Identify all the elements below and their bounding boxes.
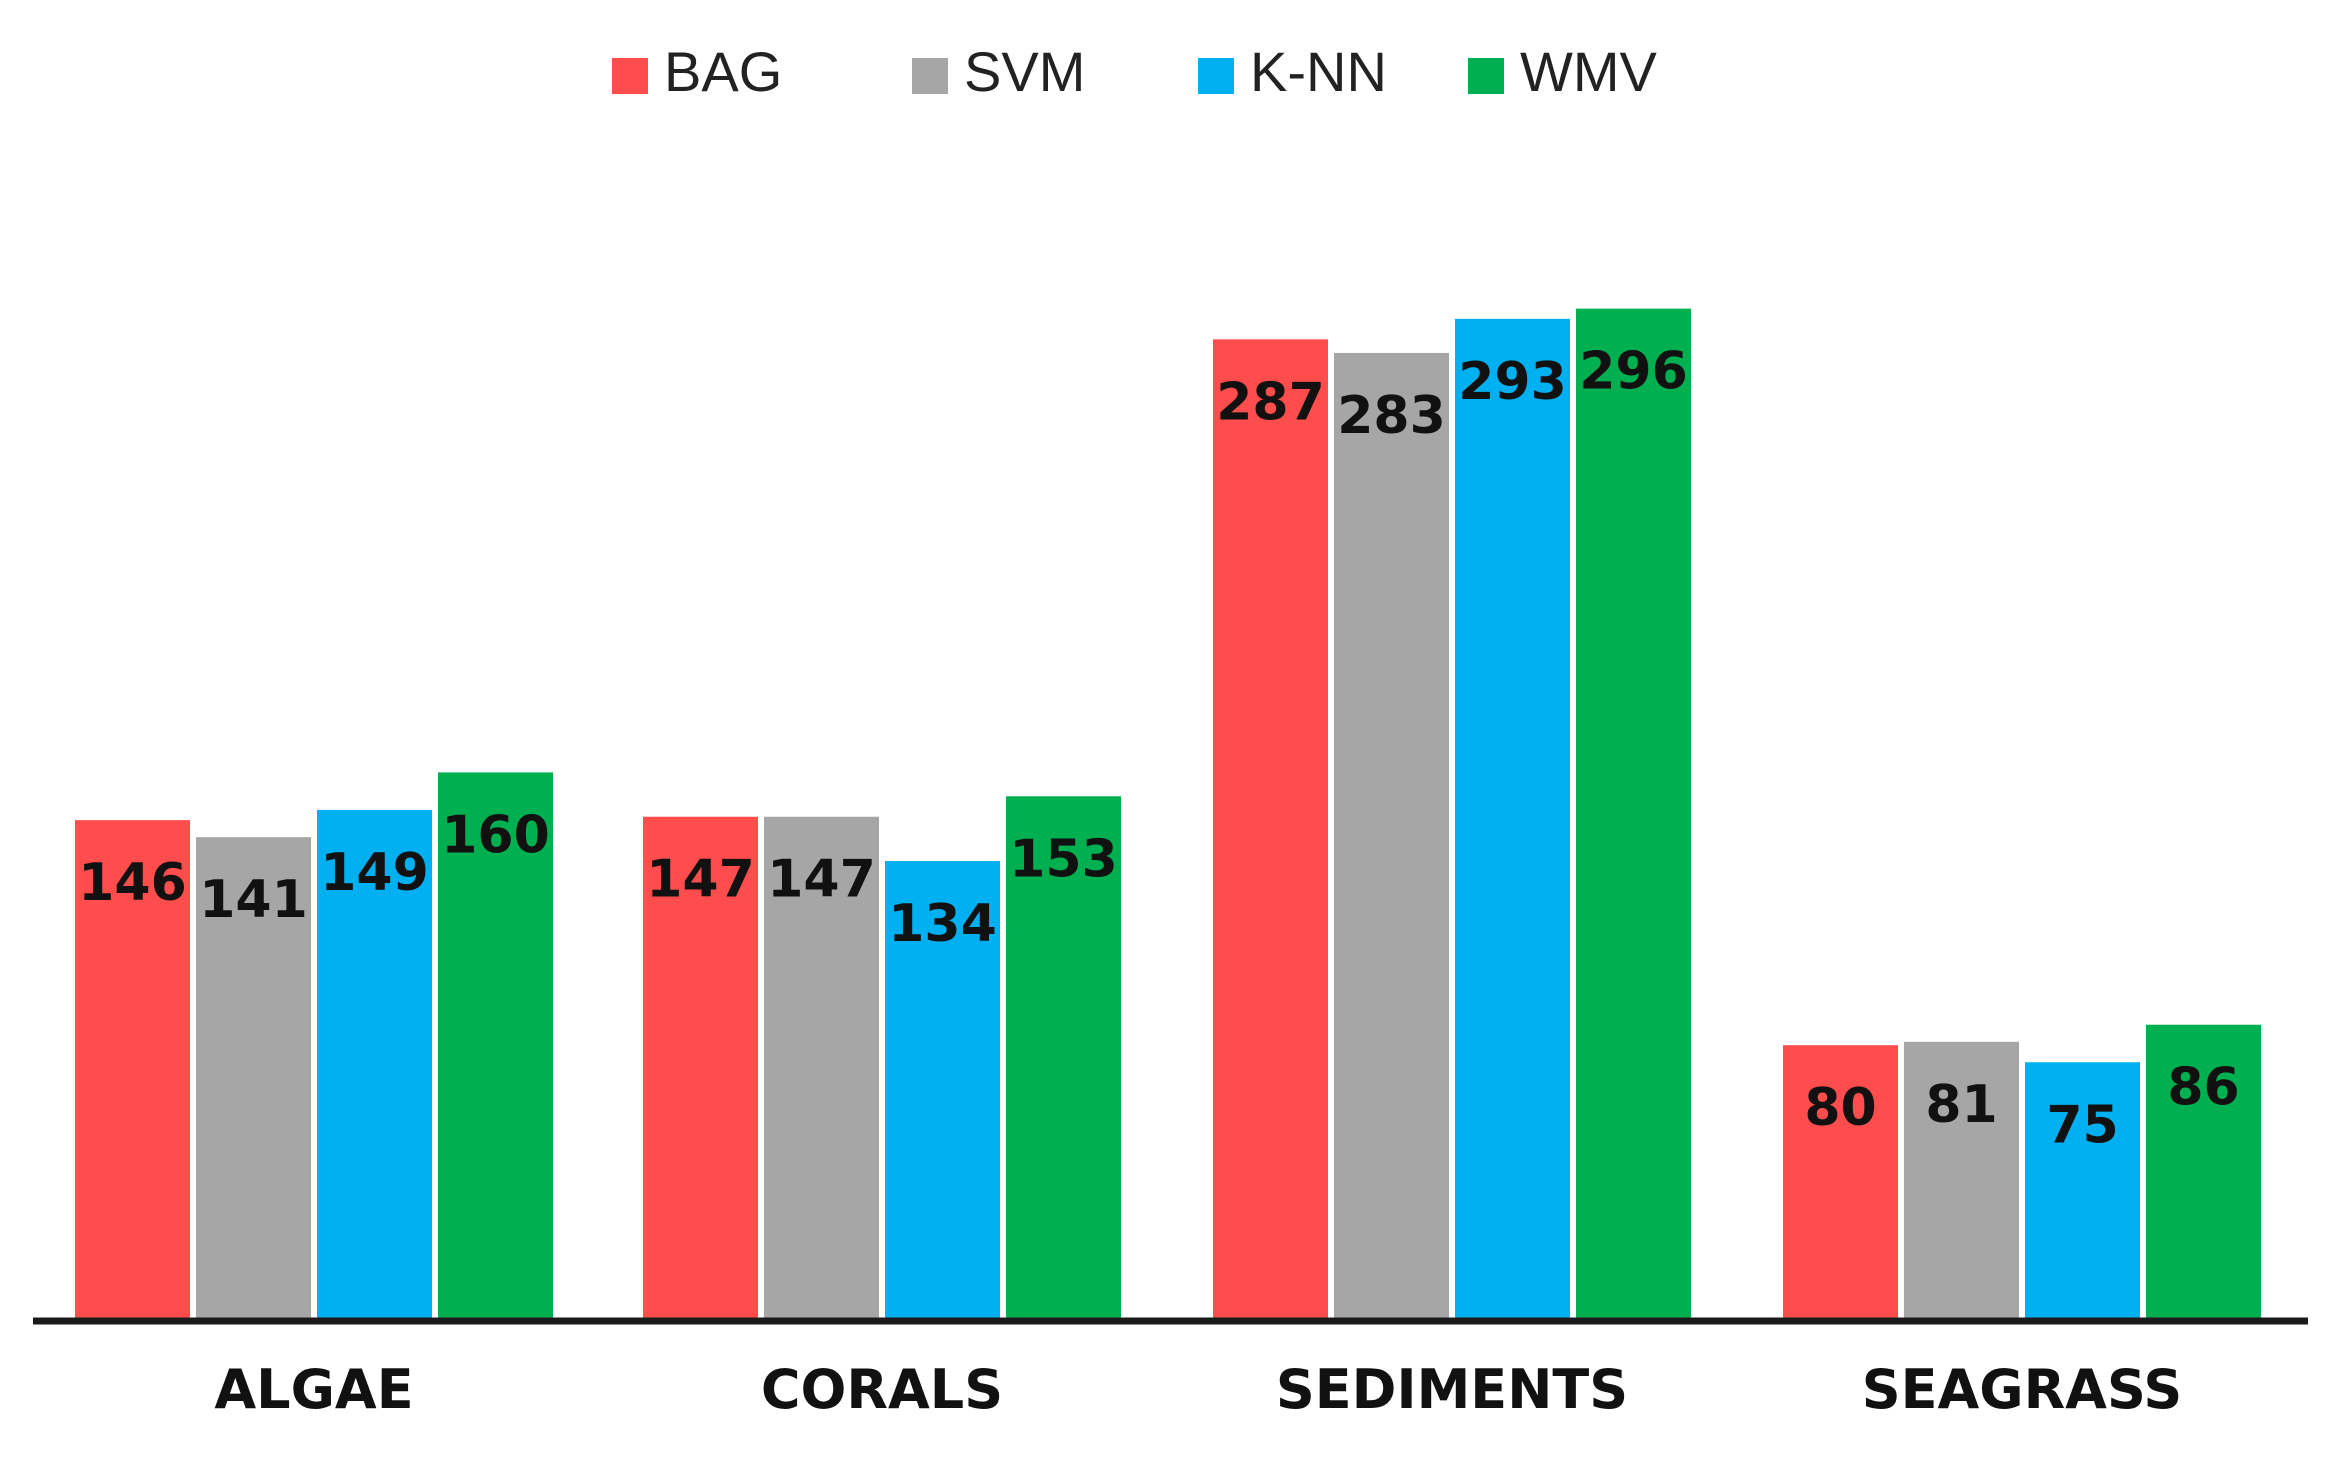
bar-corals-svm xyxy=(764,816,879,1318)
legend-item-k-nn: K-NN xyxy=(1198,40,1387,103)
data-label: 160 xyxy=(441,805,550,865)
legend-label: BAG xyxy=(664,40,782,103)
bar-corals-wmv xyxy=(1006,796,1121,1318)
legend-swatch xyxy=(612,58,648,94)
bar-algae-svm xyxy=(196,837,311,1318)
category-label-sediments: SEDIMENTS xyxy=(1276,1358,1628,1421)
bar-algae-wmv xyxy=(438,772,553,1318)
data-label: 86 xyxy=(2167,1058,2239,1118)
category-label-seagrass: SEAGRASS xyxy=(1862,1358,2183,1421)
data-label: 147 xyxy=(646,850,755,910)
data-label: 149 xyxy=(320,843,429,903)
category-label-algae: ALGAE xyxy=(214,1358,413,1421)
data-label: 147 xyxy=(767,850,876,910)
legend-swatch xyxy=(912,58,948,94)
legend-item-svm: SVM xyxy=(912,40,1085,103)
bar-sediments-svm xyxy=(1334,352,1449,1319)
bar-algae-bag xyxy=(75,820,190,1318)
data-label: 141 xyxy=(199,870,308,930)
bar-seagrass-wmv xyxy=(2146,1024,2261,1318)
legend-item-wmv: WMV xyxy=(1468,40,1658,103)
data-label: 80 xyxy=(1804,1078,1876,1138)
data-label: 287 xyxy=(1216,372,1325,432)
data-label: 134 xyxy=(888,894,997,954)
legend-item-bag: BAG xyxy=(612,40,782,103)
bar-sediments-bag xyxy=(1213,339,1328,1319)
legend: BAG SVM K-NN WMV xyxy=(612,40,1658,103)
bar-algae-k-nn xyxy=(317,809,432,1318)
bars xyxy=(75,308,2261,1319)
category-labels: ALGAE CORALS SEDIMENTS SEAGRASS xyxy=(214,1358,2182,1421)
bar-corals-k-nn xyxy=(885,861,1000,1318)
bar-sediments-k-nn xyxy=(1455,318,1570,1318)
bar-seagrass-k-nn xyxy=(2025,1062,2140,1318)
bar-corals-bag xyxy=(643,816,758,1318)
data-label: 81 xyxy=(1925,1075,1997,1135)
data-label: 153 xyxy=(1009,829,1118,889)
legend-label: K-NN xyxy=(1250,40,1387,103)
data-label: 296 xyxy=(1579,342,1688,402)
bar-seagrass-bag xyxy=(1783,1045,1898,1318)
category-label-corals: CORALS xyxy=(761,1358,1003,1421)
data-label: 293 xyxy=(1458,352,1567,412)
legend-label: SVM xyxy=(964,40,1085,103)
legend-label: WMV xyxy=(1520,40,1658,103)
bar-seagrass-svm xyxy=(1904,1041,2019,1318)
data-label: 146 xyxy=(78,853,187,913)
bar-sediments-wmv xyxy=(1576,308,1691,1318)
legend-swatch xyxy=(1468,58,1504,94)
data-label: 75 xyxy=(2046,1095,2118,1155)
data-label: 283 xyxy=(1337,386,1446,446)
legend-swatch xyxy=(1198,58,1234,94)
